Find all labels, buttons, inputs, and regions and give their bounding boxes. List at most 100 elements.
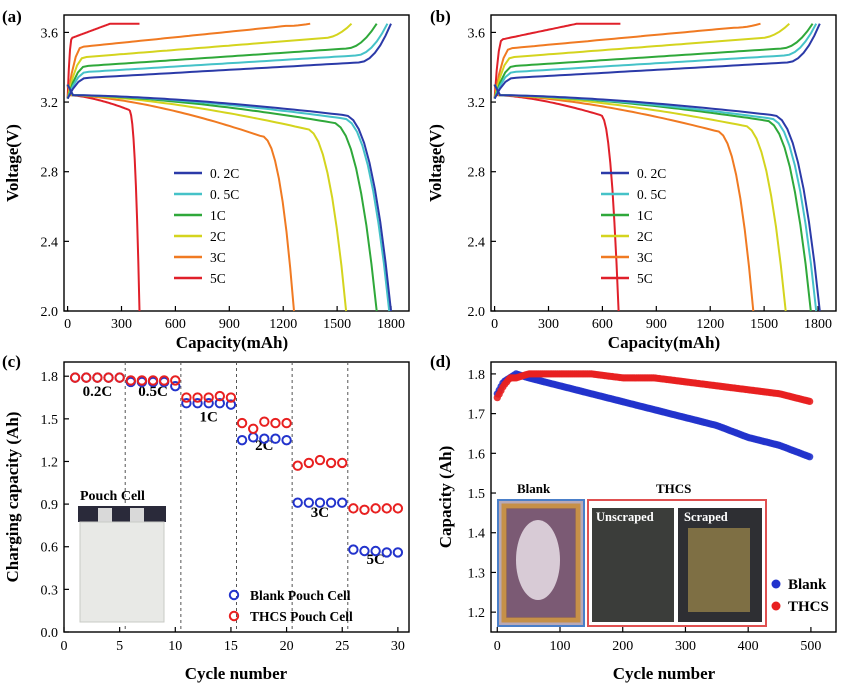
- pb-xtick-label: 1500: [750, 317, 778, 332]
- pc-ytick-label: 0.0: [41, 626, 59, 641]
- point-blank: [214, 398, 226, 409]
- pb-legend-label: 5C: [637, 271, 653, 286]
- panel-c-legend: Blank Pouch Cell THCS Pouch Cell: [228, 588, 353, 624]
- point-blank: [348, 544, 359, 555]
- point-blank: [225, 399, 237, 410]
- discharge-curve-0.2C: [493, 84, 821, 312]
- charge-curve-2C: [493, 22, 790, 99]
- rate-label: 3C: [311, 505, 329, 521]
- point-thcs: [337, 457, 348, 469]
- pd-xtick-label: 0: [494, 639, 501, 654]
- panel-a-ylabel: Voltage(V): [3, 124, 22, 202]
- pb-xtick-label: 600: [592, 317, 613, 332]
- unscraped-photo: [592, 508, 674, 622]
- point-thcs: [136, 375, 148, 386]
- pb-xtick-label: 900: [646, 317, 667, 332]
- panel-a-xlabel: Capacity(mAh): [176, 333, 288, 352]
- pb-legend-label: 0. 2C: [637, 166, 666, 181]
- pb-xtick-label: 300: [538, 317, 559, 332]
- pa-legend-label: 5C: [210, 271, 226, 286]
- pc-ytick-label: 0.3: [41, 583, 59, 598]
- charge-curve-5C: [493, 22, 621, 99]
- panel-c-xlabel: Cycle number: [185, 664, 288, 683]
- pouch-cell-label: Pouch Cell: [80, 489, 145, 504]
- point-thcs: [806, 397, 814, 405]
- pouch-cell-inset: Pouch Cell: [74, 489, 170, 624]
- point-thcs: [192, 392, 203, 403]
- charge-curve-5C: [66, 22, 140, 99]
- rate-label: 0.2C: [83, 384, 113, 400]
- charge-curve-3C: [66, 22, 311, 99]
- point-blank: [303, 497, 315, 508]
- pa-xtick-label: 1800: [377, 317, 405, 332]
- pb-xtick-label: 1800: [804, 317, 832, 332]
- pa-xtick-label: 600: [165, 317, 186, 332]
- pa-legend-label: 0. 5C: [210, 187, 239, 202]
- point-thcs: [247, 423, 259, 434]
- pa-xtick-label: 0: [64, 317, 71, 332]
- point-blank: [314, 497, 326, 508]
- charge-curve-1C: [493, 23, 814, 99]
- pc-ytick-label: 1.5: [41, 413, 59, 428]
- charge-curve-0.2C: [493, 23, 821, 100]
- pouch-cell-body: [79, 521, 165, 623]
- pa-xtick-label: 1200: [269, 317, 297, 332]
- point-thcs: [314, 454, 326, 466]
- point-blank: [281, 434, 292, 446]
- pb-ytick-label: 3.2: [468, 96, 486, 111]
- charge-curve-3C: [493, 22, 761, 99]
- cell-photos-inset: Blank THCS Unscraped Scraped: [497, 481, 767, 627]
- inset-thcs-label: THCS: [656, 481, 691, 496]
- point-blank: [392, 547, 404, 558]
- pb-legend-label: 0. 5C: [637, 187, 666, 202]
- point-thcs: [214, 390, 226, 402]
- point-thcs: [92, 372, 103, 383]
- point-blank: [381, 547, 392, 558]
- legend-thcs-pouch: THCS Pouch Cell: [250, 609, 353, 624]
- point-thcs: [158, 375, 170, 386]
- inset-unscraped-label: Unscraped: [596, 510, 654, 524]
- pa-legend-label: 2C: [210, 229, 226, 244]
- inset-blank-label: Blank: [517, 481, 551, 496]
- legend-blank-pouch: Blank Pouch Cell: [250, 588, 351, 603]
- pa-ytick-label: 2.0: [41, 305, 59, 320]
- panel-d-ylabel: Capacity (Ah): [436, 446, 455, 548]
- legend-blank: Blank: [788, 577, 827, 593]
- pc-xtick-label: 10: [168, 639, 182, 654]
- legend-thcs-dot: [771, 601, 781, 611]
- pc-ytick-label: 1.2: [41, 455, 59, 470]
- panel-a-label: (a): [2, 7, 22, 26]
- rate-label: 0.5C: [138, 384, 168, 400]
- pb-xtick-label: 0: [491, 317, 498, 332]
- panel-b-label: (b): [430, 7, 451, 26]
- point-thcs: [370, 503, 381, 514]
- point-thcs: [325, 457, 337, 469]
- point-thcs: [103, 372, 114, 383]
- point-blank: [292, 497, 303, 508]
- panel-b: (b) 0 300 600 900 1200 1500 1800 2.0 2.4 2.8 3.2 3.…: [426, 7, 837, 352]
- point-thcs: [69, 372, 81, 383]
- charge-curve-1C: [66, 23, 378, 99]
- point-thcs: [203, 392, 214, 403]
- pb-legend-label: 1C: [637, 208, 653, 223]
- point-blank: [370, 545, 381, 557]
- point-thcs: [259, 416, 270, 427]
- panel-d-frame: [490, 361, 837, 633]
- point-blank: [259, 433, 270, 444]
- pc-xtick-label: 25: [335, 639, 349, 654]
- panel-c-ylabel: Charging capacity (Ah): [3, 412, 22, 583]
- point-thcs: [81, 372, 92, 383]
- pa-legend-label: 0. 2C: [210, 166, 239, 181]
- pb-xtick-label: 1200: [696, 317, 724, 332]
- pc-ytick-label: 0.9: [41, 498, 59, 513]
- point-blank: [236, 434, 248, 446]
- discharge-curve-5C: [493, 84, 620, 312]
- pd-ytick-label: 1.6: [468, 447, 486, 462]
- point-blank: [181, 398, 192, 409]
- pa-ytick-label: 2.4: [41, 235, 59, 250]
- point-thcs: [225, 392, 237, 403]
- legend-blank-dot: [771, 579, 781, 589]
- pc-ytick-label: 0.6: [41, 541, 59, 556]
- point-thcs: [381, 503, 392, 514]
